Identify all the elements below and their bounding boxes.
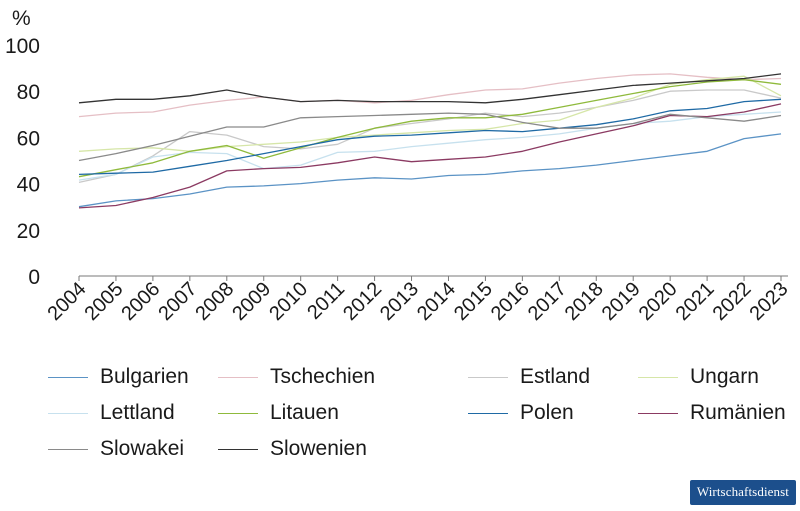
- legend-label: Slowakei: [100, 437, 185, 460]
- x-tick-label: 2012: [339, 278, 386, 325]
- x-tick-label: 2004: [44, 278, 91, 325]
- legend-item: Bulgarien: [48, 362, 189, 392]
- legend-item: Slowakei: [48, 434, 184, 464]
- legend-swatch: [48, 412, 88, 414]
- x-tick-label: 2013: [376, 278, 423, 325]
- legend-swatch: [638, 412, 678, 414]
- x-tick-label: 2019: [598, 278, 645, 325]
- legend-item: Estland: [468, 362, 590, 392]
- series-line-rumänien: [78, 103, 782, 209]
- series-line-slowenien: [78, 73, 782, 104]
- y-tick-label: 80: [17, 81, 40, 104]
- y-tick-label: 40: [17, 174, 40, 197]
- x-tick-label: 2008: [191, 278, 238, 325]
- legend-item: Rumänien: [638, 398, 786, 428]
- series-lines: [78, 73, 782, 209]
- legend-item: Tschechien: [218, 362, 375, 392]
- legend-swatch: [218, 448, 258, 450]
- y-tick-label: 0: [28, 266, 40, 289]
- x-tick-label: 2010: [265, 278, 312, 325]
- x-tick-label: 2020: [635, 278, 682, 325]
- x-tick-label: 2021: [672, 278, 719, 325]
- y-tick-label: 100: [5, 35, 40, 58]
- x-tick-label: 2005: [80, 278, 127, 325]
- legend-label: Litauen: [270, 401, 339, 424]
- x-tick-label: 2022: [709, 278, 756, 325]
- legend-item: Polen: [468, 398, 574, 428]
- legend-item: Lettland: [48, 398, 175, 428]
- x-tick-label: 2023: [746, 278, 793, 325]
- legend-swatch: [468, 412, 508, 414]
- x-tick-label: 2015: [450, 278, 497, 325]
- x-axis-ticks: 2004200520062007200820092010201120122013…: [44, 276, 793, 325]
- x-tick-label: 2007: [154, 278, 201, 325]
- legend-label: Ungarn: [690, 365, 759, 388]
- x-tick-label: 2017: [524, 278, 571, 325]
- legend-label: Bulgarien: [100, 365, 189, 388]
- series-line-estland: [78, 89, 782, 184]
- legend-swatch: [48, 376, 88, 378]
- legend-label: Estland: [520, 365, 591, 388]
- legend-swatch: [468, 376, 508, 378]
- series-line-polen: [78, 98, 782, 176]
- y-tick-label: 60: [17, 127, 40, 150]
- x-tick-label: 2006: [117, 278, 164, 325]
- y-tick-label: 20: [17, 220, 40, 243]
- legend-swatch: [218, 376, 258, 378]
- series-line-lettland: [78, 111, 782, 181]
- x-tick-label: 2014: [413, 278, 460, 325]
- x-tick-label: 2009: [228, 278, 275, 325]
- legend-label: Slowenien: [270, 437, 367, 460]
- legend-label: Tschechien: [270, 365, 376, 388]
- legend-swatch: [638, 376, 678, 378]
- series-line-bulgarien: [78, 133, 782, 208]
- legend-label: Lettland: [100, 401, 175, 424]
- y-axis-ticks: 0 20 40 60 80 100: [5, 35, 40, 289]
- publisher-logo: Wirtschaftsdienst: [689, 480, 796, 505]
- legend-label: Polen: [520, 401, 574, 424]
- x-tick-label: 2016: [487, 278, 534, 325]
- legend-item: Slowenien: [218, 434, 367, 464]
- x-tick-label: 2018: [561, 278, 608, 325]
- series-line-slowakei: [78, 112, 782, 162]
- series-line-tschechien: [78, 73, 782, 118]
- legend-swatch: [218, 412, 258, 414]
- legend-item: Litauen: [218, 398, 339, 428]
- legend-item: Ungarn: [638, 362, 759, 392]
- legend-label: Rumänien: [690, 401, 786, 424]
- y-axis-unit-label: %: [12, 7, 31, 30]
- x-tick-label: 2011: [303, 278, 349, 324]
- series-line-litauen: [78, 79, 782, 178]
- legend-swatch: [48, 448, 88, 450]
